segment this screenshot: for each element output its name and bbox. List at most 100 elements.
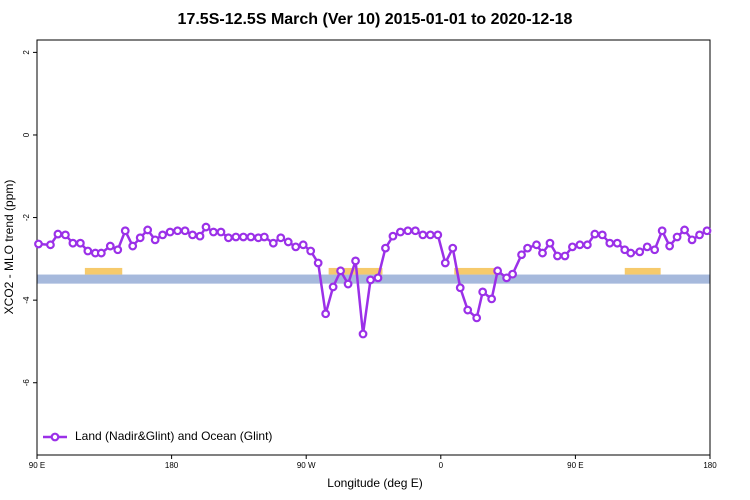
data-point <box>268 238 278 248</box>
data-point <box>351 256 360 266</box>
data-point <box>373 273 383 283</box>
data-point <box>216 227 226 237</box>
data-point <box>128 241 138 251</box>
data-point <box>568 242 577 252</box>
data-point <box>502 273 512 283</box>
data-point <box>259 232 269 242</box>
data-point <box>448 243 458 253</box>
data-point <box>173 226 182 236</box>
data-point <box>478 287 488 297</box>
data-point <box>418 230 428 240</box>
data-point <box>605 238 615 248</box>
data-point <box>517 250 526 260</box>
data-point <box>195 231 205 241</box>
data-point <box>201 222 211 232</box>
data-point <box>53 229 63 239</box>
y-tick-label: 0 <box>22 132 31 137</box>
data-point <box>410 226 420 236</box>
legend-marker <box>50 432 60 442</box>
data-point <box>328 282 338 292</box>
data-point <box>113 245 123 255</box>
data-point <box>291 242 301 252</box>
x-tick-label: 90 W <box>297 461 316 470</box>
data-point <box>321 309 331 319</box>
y-axis-label: XCO2 - MLO trend (ppm) <box>2 180 16 315</box>
data-point <box>158 230 168 240</box>
data-point <box>626 248 636 258</box>
data-point <box>388 231 398 241</box>
data-point <box>298 240 308 250</box>
data-point <box>403 226 413 236</box>
data-point <box>381 243 390 253</box>
data-point <box>96 248 106 258</box>
chart-title: 17.5S-12.5S March (Ver 10) 2015-01-01 to… <box>178 11 573 28</box>
data-point <box>366 275 375 285</box>
data-point <box>46 240 55 250</box>
data-point <box>560 251 570 261</box>
data-point <box>545 238 555 248</box>
data-point <box>493 266 503 276</box>
y-tick-label: -2 <box>22 213 31 221</box>
x-tick-label: 180 <box>165 461 179 470</box>
data-point <box>455 283 465 293</box>
data-point <box>702 226 712 236</box>
data-point <box>396 227 405 237</box>
data-point <box>135 233 145 243</box>
x-tick-label: 90 E <box>29 461 45 470</box>
data-point <box>508 269 517 279</box>
y-tick-label: -4 <box>22 296 31 304</box>
data-point <box>246 232 256 242</box>
y-tick-label: -6 <box>22 379 31 387</box>
legend-label: Land (Nadir&Glint) and Ocean (Glint) <box>75 429 272 443</box>
data-point <box>642 242 652 252</box>
data-point <box>209 227 218 237</box>
data-point <box>680 225 689 235</box>
data-point <box>575 240 585 250</box>
data-point <box>343 279 353 289</box>
data-point <box>83 246 93 256</box>
data-point <box>687 235 697 245</box>
data-point <box>612 238 622 248</box>
data-point <box>695 230 704 240</box>
x-axis-label: Longitude (deg E) <box>327 476 422 490</box>
data-point <box>180 226 190 236</box>
data-point <box>590 229 600 239</box>
data-point <box>597 230 607 240</box>
data-point <box>336 266 345 276</box>
data-point <box>433 230 443 240</box>
data-point <box>231 232 241 242</box>
x-tick-label: 0 <box>439 461 444 470</box>
data-point <box>553 251 562 261</box>
data-point <box>672 232 682 242</box>
y-tick-label: 2 <box>22 50 31 55</box>
data-point <box>165 227 175 237</box>
data-point <box>582 240 592 250</box>
data-point <box>68 238 78 248</box>
data-point <box>120 226 130 236</box>
data-point <box>657 226 667 236</box>
data-point <box>487 294 497 304</box>
data-point <box>538 248 547 258</box>
data-point <box>224 233 233 243</box>
data-point <box>105 241 115 251</box>
x-tick-label: 180 <box>703 461 717 470</box>
land-highlight <box>624 267 661 275</box>
data-point <box>306 246 316 256</box>
data-point <box>276 233 286 243</box>
data-point <box>283 237 293 247</box>
data-point <box>188 230 197 240</box>
data-point <box>143 225 153 235</box>
data-point <box>34 239 43 249</box>
data-point <box>472 313 482 323</box>
data-point <box>358 329 368 339</box>
x-tick-label: 90 E <box>567 461 583 470</box>
data-point <box>425 230 435 240</box>
land-highlight <box>454 267 501 275</box>
land-highlight <box>84 267 123 275</box>
data-point <box>238 232 248 242</box>
data-point <box>75 238 85 248</box>
data-point <box>635 247 645 257</box>
data-point <box>440 258 450 268</box>
data-point <box>313 258 323 268</box>
